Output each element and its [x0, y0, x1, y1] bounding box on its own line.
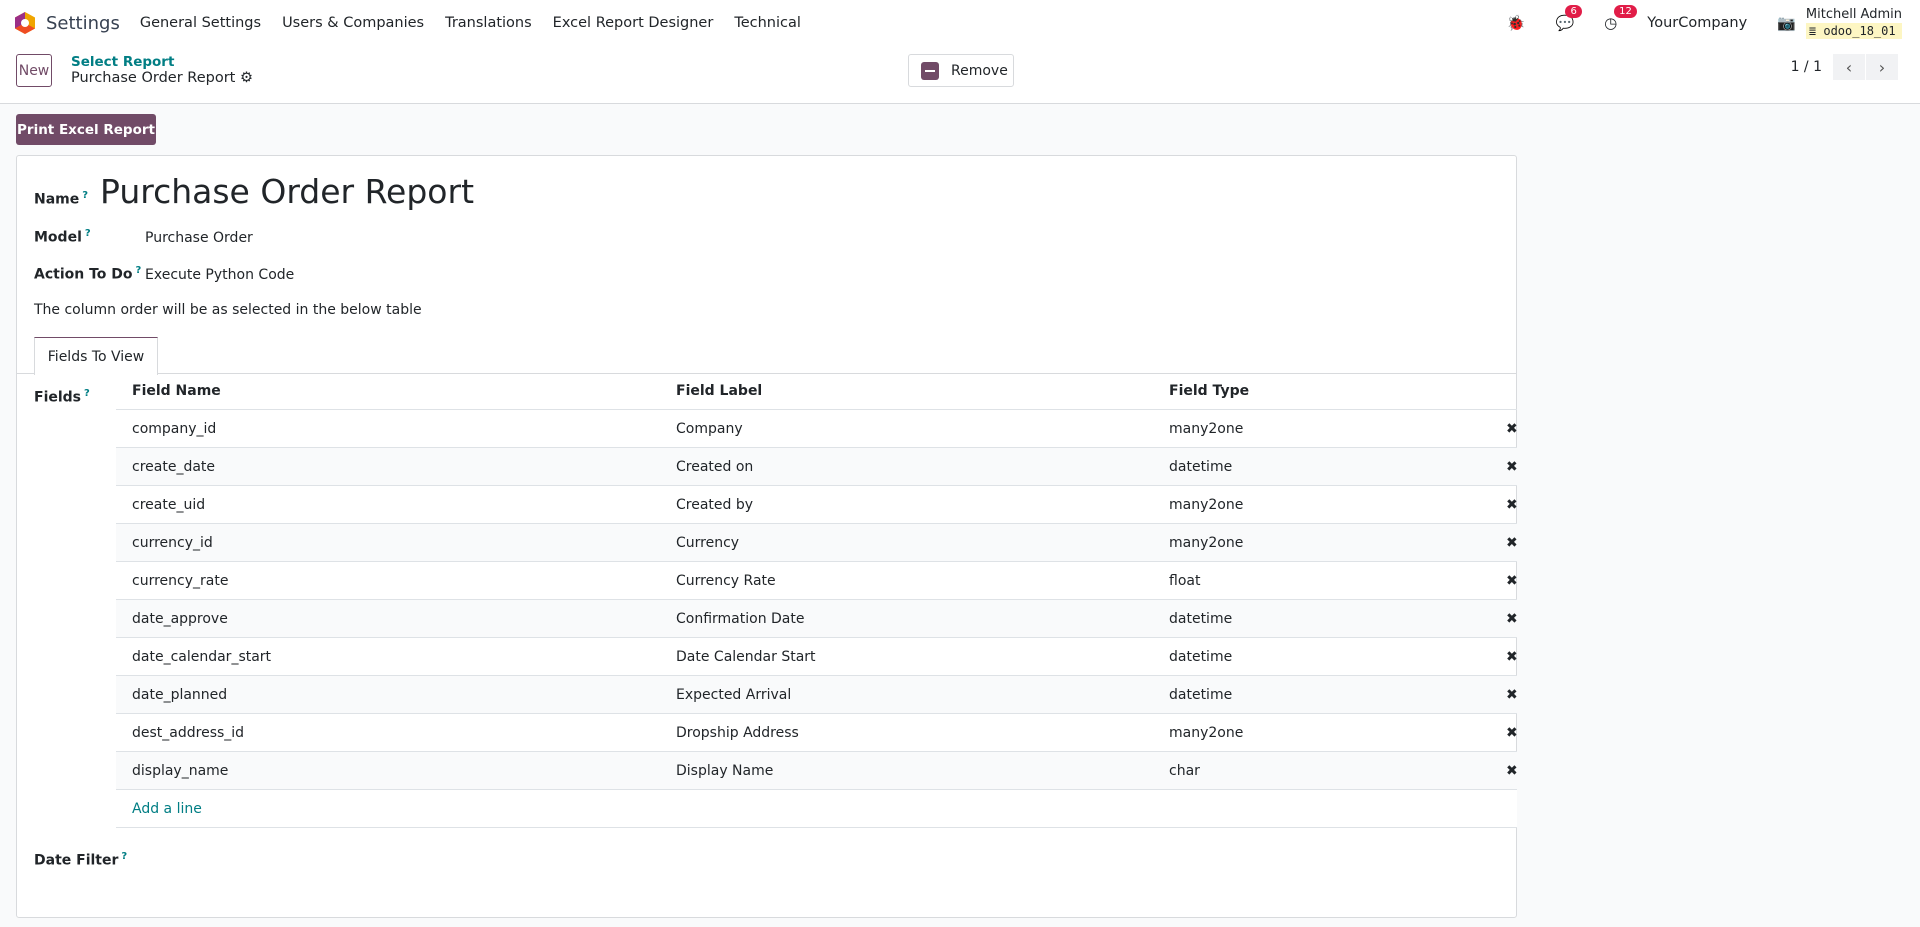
table-row[interactable]: date_calendar_start Date Calendar Start da… — [116, 638, 1518, 676]
date-filter-label: Date Filter? — [34, 851, 128, 869]
field-name-cell[interactable]: currency_id — [132, 535, 213, 551]
pager-next-button[interactable]: › — [1866, 54, 1898, 80]
field-type-cell[interactable]: datetime — [1169, 459, 1233, 475]
company-switcher[interactable]: YourCompany — [1647, 15, 1748, 31]
user-name: Mitchell Admin — [1805, 7, 1902, 22]
model-label: Model? — [34, 228, 91, 246]
fields-label: Fields? — [34, 388, 90, 406]
delete-row-icon[interactable]: ✖ — [1506, 763, 1518, 779]
camera-icon[interactable]: 📷 — [1777, 14, 1796, 32]
menu-users-companies[interactable]: Users & Companies — [282, 15, 425, 31]
delete-row-icon[interactable]: ✖ — [1506, 497, 1518, 513]
name-field[interactable]: Purchase Order Report — [100, 172, 475, 211]
header-field-name[interactable]: Field Name — [132, 383, 221, 399]
user-menu[interactable]: Mitchell Admin ≣ odoo_18_01 — [1805, 7, 1902, 39]
add-line-row: Add a line — [116, 790, 1517, 828]
field-type-cell[interactable]: many2one — [1169, 497, 1244, 513]
field-name-cell[interactable]: display_name — [132, 763, 229, 779]
odoo-logo-icon[interactable] — [14, 11, 36, 35]
app-name[interactable]: Settings — [46, 12, 120, 34]
add-a-line-link[interactable]: Add a line — [132, 801, 202, 817]
menu-technical[interactable]: Technical — [734, 15, 801, 31]
control-panel: New Select Report Purchase Order Report … — [0, 46, 1920, 104]
notebook-tabs: Fields To View — [17, 331, 1516, 375]
column-order-note: The column order will be as selected in … — [34, 302, 422, 318]
field-name-cell[interactable]: date_planned — [132, 687, 228, 703]
field-label-cell[interactable]: Currency — [676, 535, 740, 551]
pager: 1 / 1 ‹ › — [1791, 54, 1898, 80]
delete-row-icon[interactable]: ✖ — [1506, 573, 1518, 589]
field-type-cell[interactable]: datetime — [1169, 687, 1233, 703]
gear-icon[interactable]: ⚙ — [239, 70, 253, 86]
remove-button[interactable]: Remove — [908, 54, 1014, 87]
form-sheet: Name? Purchase Order Report Model? Purch… — [16, 155, 1518, 918]
field-type-cell[interactable]: float — [1169, 573, 1201, 589]
tab-fields-to-view[interactable]: Fields To View — [34, 337, 158, 375]
field-name-cell[interactable]: date_calendar_start — [132, 649, 272, 665]
field-type-cell[interactable]: many2one — [1169, 725, 1244, 741]
database-name: ≣ odoo_18_01 — [1805, 23, 1902, 39]
delete-row-icon[interactable]: ✖ — [1506, 725, 1518, 741]
table-header: Field Name Field Label Field Type — [116, 372, 1517, 410]
table-row[interactable]: currency_rate Currency Rate float ✖ — [116, 562, 1518, 600]
field-label-cell[interactable]: Dropship Address — [676, 725, 799, 741]
delete-row-icon[interactable]: ✖ — [1506, 649, 1518, 665]
delete-row-icon[interactable]: ✖ — [1506, 611, 1518, 627]
field-name-cell[interactable]: date_approve — [132, 611, 228, 627]
field-type-cell[interactable]: many2one — [1169, 421, 1244, 437]
field-name-cell[interactable]: currency_rate — [132, 573, 229, 589]
header-field-type[interactable]: Field Type — [1169, 383, 1250, 399]
delete-row-icon[interactable]: ✖ — [1506, 459, 1518, 475]
table-row[interactable]: dest_address_id Dropship Address many2one ✖ — [116, 714, 1518, 752]
pager-value[interactable]: 1 / 1 — [1790, 59, 1822, 75]
delete-row-icon[interactable]: ✖ — [1506, 687, 1518, 703]
activities-badge: 12 — [1614, 5, 1637, 18]
field-name-cell[interactable]: create_date — [132, 459, 216, 475]
table-row[interactable]: date_planned Expected Arrival datetime ✖ — [116, 676, 1518, 714]
field-type-cell[interactable]: datetime — [1169, 649, 1233, 665]
field-label-cell[interactable]: Company — [676, 421, 743, 437]
menu-translations[interactable]: Translations — [445, 15, 532, 31]
table-row[interactable]: create_date Created on datetime ✖ — [116, 448, 1518, 486]
field-name-cell[interactable]: dest_address_id — [132, 725, 245, 741]
header-field-label[interactable]: Field Label — [676, 383, 763, 399]
field-label-cell[interactable]: Confirmation Date — [676, 611, 805, 627]
table-row[interactable]: date_approve Confirmation Date datetime ✖ — [116, 600, 1518, 638]
table-row[interactable]: currency_id Currency many2one ✖ — [116, 524, 1518, 562]
model-field[interactable]: Purchase Order — [145, 230, 253, 246]
field-label-cell[interactable]: Date Calendar Start — [676, 649, 816, 665]
fields-table: Field Name Field Label Field Type compan… — [116, 372, 1518, 828]
minus-square-icon — [921, 61, 939, 80]
field-label-cell[interactable]: Expected Arrival — [676, 687, 792, 703]
table-row[interactable]: create_uid Created by many2one ✖ — [116, 486, 1518, 524]
activities-clock-icon[interactable]: ◷ 12 — [1604, 5, 1637, 32]
table-row[interactable]: display_name Display Name char ✖ — [116, 752, 1518, 790]
field-label-cell[interactable]: Created on — [676, 459, 754, 475]
table-row[interactable]: company_id Company many2one ✖ — [116, 410, 1518, 448]
breadcrumb-current: Purchase Order Report ⚙ — [71, 70, 253, 86]
menu-excel-report-designer[interactable]: Excel Report Designer — [552, 15, 714, 31]
field-label-cell[interactable]: Created by — [676, 497, 754, 513]
action-field[interactable]: Execute Python Code — [145, 267, 295, 283]
field-name-cell[interactable]: company_id — [132, 421, 217, 437]
debug-bug-icon[interactable]: 🐞 — [1506, 14, 1526, 32]
print-excel-report-button[interactable]: Print Excel Report — [16, 114, 156, 145]
messages-badge: 6 — [1565, 5, 1582, 18]
breadcrumb-select-report[interactable]: Select Report — [71, 54, 175, 70]
delete-row-icon[interactable]: ✖ — [1506, 421, 1518, 437]
action-label: Action To Do? — [34, 265, 142, 283]
pager-previous-button[interactable]: ‹ — [1833, 54, 1865, 80]
delete-row-icon[interactable]: ✖ — [1506, 535, 1518, 551]
field-type-cell[interactable]: char — [1169, 763, 1200, 779]
field-label-cell[interactable]: Display Name — [676, 763, 774, 779]
name-label: Name? — [34, 190, 89, 208]
menu-general-settings[interactable]: General Settings — [139, 15, 262, 31]
field-name-cell[interactable]: create_uid — [132, 497, 206, 513]
field-type-cell[interactable]: many2one — [1169, 535, 1244, 551]
new-button[interactable]: New — [16, 54, 52, 87]
top-navbar: Settings General Settings Users & Compan… — [0, 0, 1920, 46]
messages-icon[interactable]: 💬 6 — [1555, 5, 1582, 32]
field-type-cell[interactable]: datetime — [1169, 611, 1233, 627]
field-label-cell[interactable]: Currency Rate — [676, 573, 776, 589]
